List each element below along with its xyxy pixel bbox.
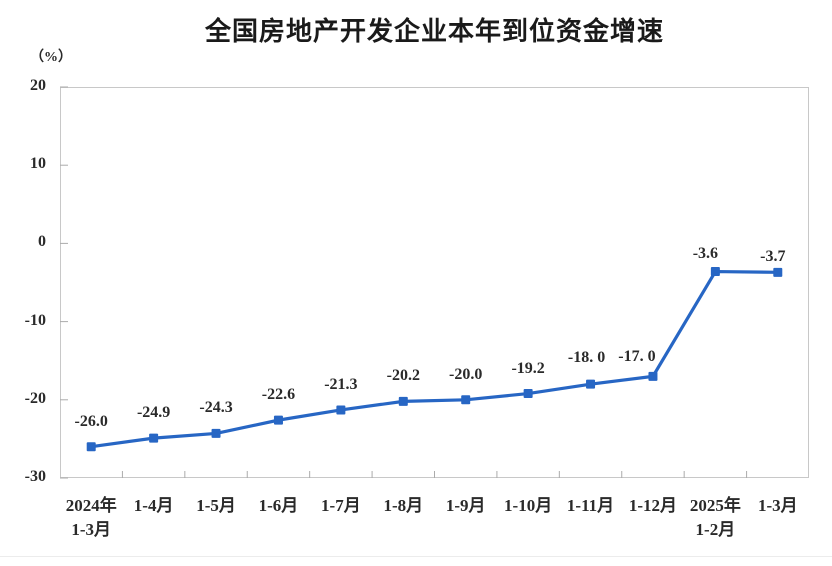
data-point-marker xyxy=(273,415,283,425)
x-axis-tick-label: 1-12月 xyxy=(628,496,678,515)
data-point-label: -24.9 xyxy=(136,404,171,422)
chart-title: 全国房地产开发企业本年到位资金增速 xyxy=(204,16,664,46)
y-axis-tick-label: 0 xyxy=(38,233,46,251)
x-axis-tick-label: 1-4月 xyxy=(133,496,174,515)
data-point-label: -26.0 xyxy=(74,412,108,430)
x-axis-tick-label: 1-11月 xyxy=(566,496,615,515)
data-point-marker xyxy=(710,267,720,277)
data-point-marker xyxy=(211,428,221,438)
data-point-marker xyxy=(773,267,783,277)
data-point-marker xyxy=(336,405,346,415)
data-point-label: -20.0 xyxy=(449,365,483,383)
x-axis-tick-label: 2025年 1-2月 xyxy=(689,496,741,539)
x-axis-tick-label: 1-7月 xyxy=(321,496,361,515)
y-axis-tick-label: 10 xyxy=(30,155,46,173)
data-point-marker xyxy=(398,396,408,406)
x-axis-tick-label: 1-6月 xyxy=(258,496,299,515)
data-point-label: -17. 0 xyxy=(618,348,656,366)
data-point-marker xyxy=(648,371,658,381)
data-point-label: -3.7 xyxy=(760,248,786,266)
data-point-label: -19.2 xyxy=(511,359,545,377)
y-axis-unit-label: （%） xyxy=(30,50,72,65)
data-point-marker xyxy=(586,379,596,389)
data-point-label: -20.2 xyxy=(386,367,420,385)
x-axis-tick-label: 1-9月 xyxy=(445,496,486,515)
data-point-label: -22.6 xyxy=(261,386,296,404)
x-axis-tick-label: 1-10月 xyxy=(504,496,553,515)
y-axis-tick-label: 20 xyxy=(30,77,46,94)
series-line xyxy=(90,269,778,449)
data-point-marker xyxy=(523,389,533,399)
data-point-marker xyxy=(86,442,96,452)
x-axis-tick-label: 1-3月 xyxy=(757,496,798,515)
x-axis-tick-label: 2024年 1-3月 xyxy=(65,496,117,539)
data-point-marker xyxy=(461,395,471,405)
plot-area xyxy=(60,87,809,478)
data-point-label: -18. 0 xyxy=(567,349,606,367)
y-axis-tick-label: -20 xyxy=(24,389,46,407)
data-point-label: -21.3 xyxy=(324,375,358,393)
x-axis-tick-label: 1-8月 xyxy=(383,496,424,515)
bottom-divider xyxy=(0,556,832,557)
data-point-label: -3.6 xyxy=(692,244,719,262)
y-axis-tick-label: -10 xyxy=(24,311,46,329)
data-point-marker xyxy=(149,433,159,443)
data-point-label: -24.3 xyxy=(199,399,233,417)
x-axis-tick-label: 1-5月 xyxy=(196,496,236,515)
y-axis-tick-label: -30 xyxy=(24,468,46,485)
